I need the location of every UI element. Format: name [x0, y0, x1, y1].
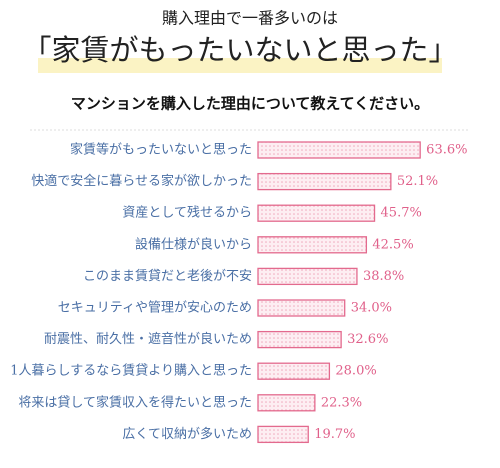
value-label: 42.5% — [372, 237, 413, 252]
bar — [257, 204, 376, 222]
category-label: 快適で安全に暮らせる家が欲しかった — [31, 173, 252, 189]
category-label: このまま賃貸だと老後が不安 — [83, 268, 252, 284]
bar — [257, 425, 309, 444]
highlight — [38, 58, 442, 73]
value-label: 32.6% — [347, 332, 388, 347]
value-label: 52.1% — [397, 174, 438, 189]
category-label: 家賃等がもったいないと思った — [70, 142, 252, 158]
bar — [257, 267, 358, 286]
category-label: 耐震性、耐久性・遮音性が良いため — [44, 331, 252, 347]
value-label: 28.0% — [335, 364, 376, 379]
value-label: 45.7% — [381, 206, 422, 221]
bar — [257, 394, 316, 412]
subtitle: マンションを購入した理由について教えてください。 — [71, 95, 429, 113]
bar — [257, 236, 368, 254]
value-label: 34.0% — [351, 301, 392, 316]
value-label: 19.7% — [314, 427, 355, 442]
bar — [257, 299, 346, 317]
headline: 「家賃がもったいないと思った」 — [22, 33, 457, 67]
category-label: 将来は貸して家賃収入を得たいと思った — [18, 394, 252, 410]
value-label: 22.3% — [321, 395, 362, 410]
bar — [257, 141, 421, 159]
value-label: 63.6% — [426, 143, 467, 158]
bar — [257, 362, 331, 380]
bar — [257, 172, 392, 191]
category-label: セキュリティや管理が安心のため — [58, 301, 252, 316]
chart-title: 購入理由で一番多いのは — [162, 9, 338, 28]
category-label: 1人暮らしするなら賃貸より購入と思った — [10, 363, 252, 379]
value-label: 38.8% — [363, 269, 404, 284]
category-label: 設備仕様が良いから — [135, 236, 252, 252]
category-label: 広くて収納が多いため — [122, 426, 252, 442]
category-label: 資産として残せるから — [122, 205, 252, 221]
bar — [257, 330, 342, 349]
